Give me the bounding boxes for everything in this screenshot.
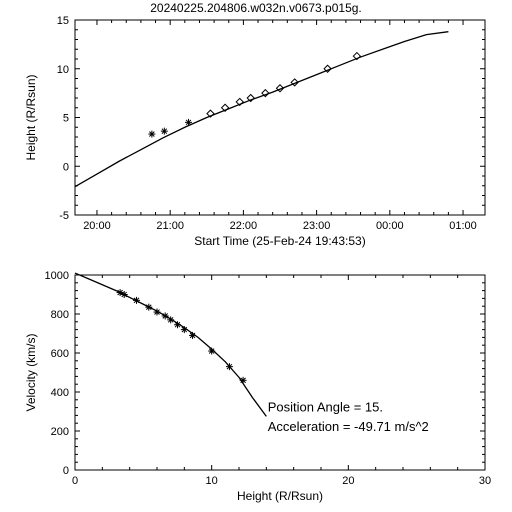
svg-text:Height (R/Rsun): Height (R/Rsun) [24,74,38,160]
svg-text:-5: -5 [59,210,69,222]
svg-text:15: 15 [57,15,69,27]
svg-text:400: 400 [51,387,69,399]
svg-text:Start Time (25-Feb-24 19:43:53: Start Time (25-Feb-24 19:43:53) [194,234,365,248]
svg-text:20:00: 20:00 [83,220,111,232]
svg-text:Height (R/Rsun): Height (R/Rsun) [237,489,323,503]
position-angle-text: Position Angle = 15. [268,400,383,415]
svg-text:30: 30 [479,475,491,487]
svg-text:21:00: 21:00 [156,220,184,232]
svg-text:10: 10 [57,64,69,76]
page-title: 20240225.204806.w032n.v0673.p015g. [150,1,362,15]
svg-text:00:00: 00:00 [376,220,404,232]
svg-text:600: 600 [51,348,69,360]
svg-text:200: 200 [51,426,69,438]
svg-text:23:00: 23:00 [303,220,331,232]
svg-text:22:00: 22:00 [230,220,258,232]
chart-container: 20240225.204806.w032n.v0673.p015g. 20:00 2… [0,0,512,512]
svg-text:5: 5 [63,113,69,125]
svg-text:0: 0 [72,475,78,487]
svg-text:10: 10 [206,475,218,487]
svg-text:20: 20 [342,475,354,487]
svg-text:0: 0 [63,161,69,173]
svg-text:0: 0 [63,465,69,477]
svg-text:800: 800 [51,309,69,321]
svg-text:1000: 1000 [45,270,69,282]
svg-text:Velocity (km/s): Velocity (km/s) [24,333,38,411]
acceleration-text: Acceleration = -49.71 m/s^2 [268,419,429,434]
svg-text:01:00: 01:00 [449,220,477,232]
